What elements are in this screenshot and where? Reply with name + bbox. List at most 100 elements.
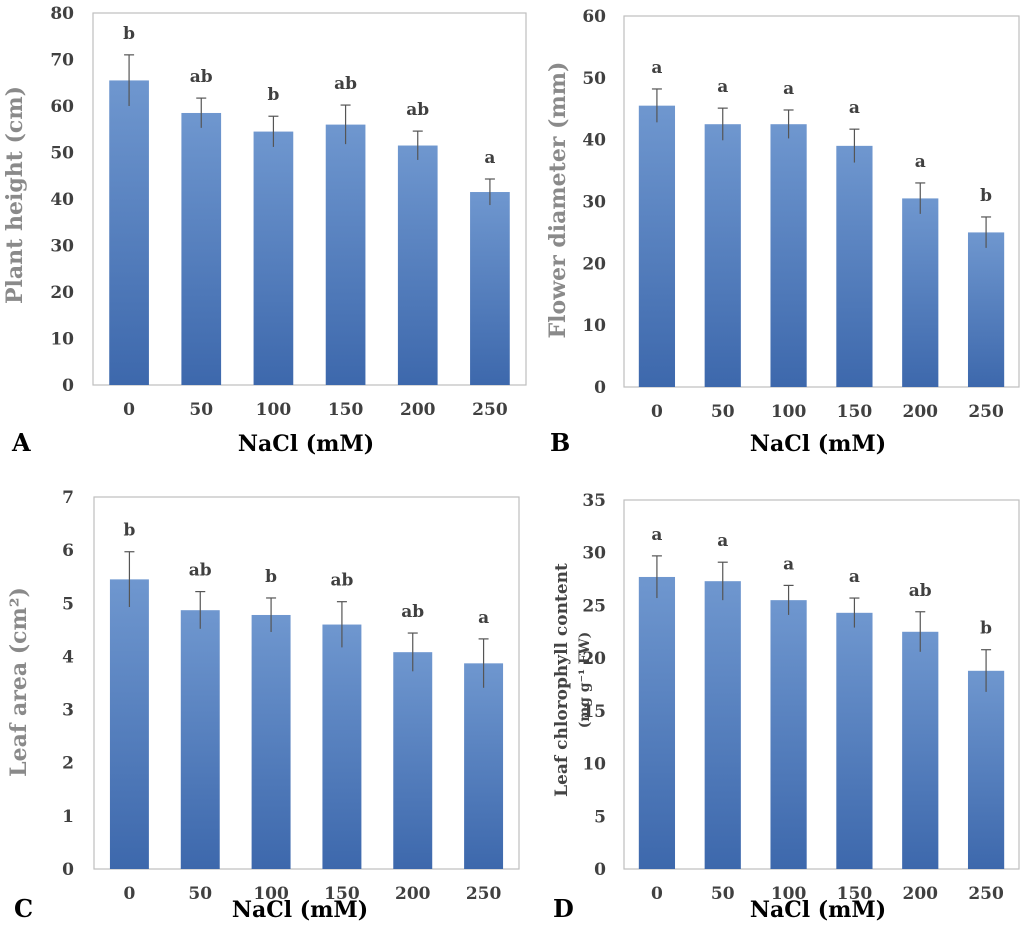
x-tick-label: 200	[903, 884, 939, 904]
bar-150	[325, 124, 366, 385]
panel-b-flower-diameter: 0 10 20 30 40 50 60 a 0 a 50 a 100 a 150 a 200 b 250 NaCl (…	[545, 7, 1020, 457]
bar-150	[322, 624, 362, 869]
x-tick-label: 250	[968, 884, 1004, 904]
x-axis-label: NaCl (mM)	[750, 897, 886, 923]
x-tick-label: 250	[472, 400, 508, 420]
bar-150	[836, 612, 873, 869]
significance-letter: a	[783, 554, 794, 574]
y-tick-label: 0	[594, 860, 606, 880]
plot-area-frame	[93, 496, 520, 870]
y-tick-label: 80	[50, 4, 74, 24]
panel-letter: B	[550, 428, 570, 457]
y-tick-label: 35	[582, 491, 606, 511]
significance-letter: a	[915, 152, 926, 172]
x-tick-label: 50	[711, 402, 735, 422]
y-tick-label: 50	[50, 144, 74, 164]
y-tick-label: 40	[50, 190, 74, 210]
x-axis-label: NaCl (mM)	[232, 897, 368, 923]
x-tick-label: 100	[253, 884, 289, 904]
x-tick-label: 0	[123, 400, 135, 420]
y-tick-label: 40	[582, 131, 606, 151]
significance-letter: ab	[190, 67, 213, 87]
significance-letter: b	[980, 619, 992, 639]
y-axis-label: Plant height (cm)	[2, 86, 28, 304]
y-tick-label: 7	[62, 488, 74, 508]
panel-letter: A	[11, 428, 31, 457]
significance-letter: b	[980, 186, 992, 206]
significance-letter: ab	[189, 561, 212, 581]
y-axis-unit-label: (mg g⁻¹ FW)	[577, 632, 593, 729]
panel-letter: D	[553, 894, 574, 923]
y-tick-label: 50	[582, 69, 606, 89]
bar-50	[180, 610, 220, 869]
y-tick-label: 20	[50, 283, 74, 303]
x-tick-label: 250	[466, 884, 502, 904]
significance-letter: ab	[406, 100, 429, 120]
x-axis-label: NaCl (mM)	[750, 431, 886, 457]
bar-50	[181, 112, 222, 385]
significance-letter: ab	[401, 602, 424, 622]
significance-letter: b	[123, 521, 135, 541]
y-tick-label: 5	[594, 807, 606, 827]
significance-letter: a	[484, 148, 495, 168]
x-tick-label: 100	[771, 402, 807, 422]
x-tick-label: 150	[324, 884, 360, 904]
x-tick-label: 200	[395, 884, 431, 904]
y-tick-label: 70	[50, 51, 74, 71]
y-tick-label: 30	[582, 544, 606, 564]
y-axis-label: Flower diameter (mm)	[545, 62, 571, 339]
bar-100	[251, 614, 291, 869]
bar-100	[770, 124, 807, 387]
x-tick-label: 0	[123, 884, 135, 904]
bar-100	[770, 600, 807, 869]
y-tick-label: 3	[62, 701, 74, 721]
y-tick-label: 10	[582, 755, 606, 775]
x-tick-label: 50	[188, 884, 212, 904]
bar-200	[397, 145, 438, 385]
significance-letter: a	[717, 77, 728, 97]
significance-letter: a	[849, 98, 860, 118]
bar-100	[253, 131, 294, 385]
y-axis-label: Leaf chlorophyll content	[552, 563, 572, 797]
bar-50	[704, 124, 741, 387]
panel-d-leaf-chlorophyll: 0 5 10 15 20 25 30 35 a 0 a 50 a 100 a 150 ab 200 b 250 NaCl…	[552, 491, 1020, 923]
bar-250	[967, 232, 1005, 387]
plot-area-frame	[623, 499, 1020, 870]
bar-250	[967, 670, 1005, 869]
x-tick-label: 100	[771, 884, 807, 904]
panel-c-leaf-area: 0 1 2 3 4 5 6 7 b 0 ab 50 b 100 ab 150 ab 200 a 250 NaCl (mM…	[6, 488, 520, 923]
significance-letter: b	[267, 85, 279, 105]
panel-letter: C	[14, 894, 33, 923]
bar-150	[836, 145, 873, 387]
x-tick-label: 100	[256, 400, 292, 420]
significance-letter: a	[651, 525, 662, 545]
x-axis-label: NaCl (mM)	[238, 431, 374, 457]
significance-letter: a	[651, 58, 662, 78]
bar-250	[470, 192, 510, 385]
x-tick-label: 250	[968, 402, 1004, 422]
bar-0	[109, 80, 149, 386]
bar-0	[109, 579, 149, 869]
x-tick-label: 150	[328, 400, 364, 420]
significance-letter: a	[478, 608, 489, 628]
x-tick-label: 200	[400, 400, 436, 420]
y-tick-label: 60	[50, 97, 74, 117]
panel-a-plant-height: 0 10 20 30 40 50 60 70 80 b 0 ab 50 b 100 ab 150 ab 200 a 25…	[2, 4, 527, 457]
significance-letter: ab	[330, 571, 353, 591]
bar-250	[464, 663, 504, 869]
bar-200	[902, 198, 939, 387]
significance-letter: a	[783, 79, 794, 99]
plot-area-frame	[92, 12, 527, 386]
y-tick-label: 20	[582, 649, 606, 669]
y-tick-label: 0	[62, 860, 74, 880]
x-tick-label: 0	[651, 402, 663, 422]
x-tick-label: 200	[903, 402, 939, 422]
plot-area-frame	[623, 15, 1020, 388]
bar-0	[638, 576, 676, 869]
significance-letter: a	[849, 567, 860, 587]
significance-letter: b	[123, 24, 135, 44]
x-tick-label: 0	[651, 884, 663, 904]
y-tick-label: 10	[582, 316, 606, 336]
y-tick-label: 60	[582, 7, 606, 27]
